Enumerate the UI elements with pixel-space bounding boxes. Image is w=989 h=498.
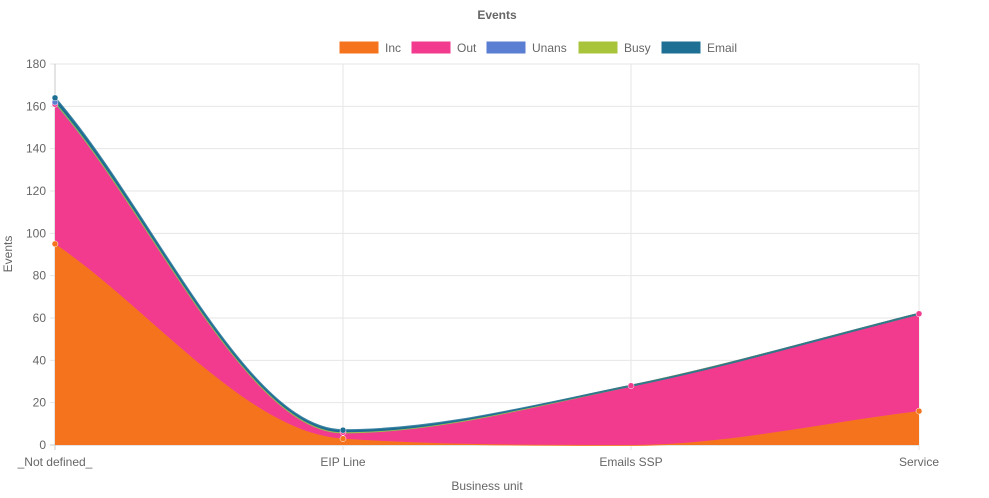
y-tick-label: 160 — [26, 99, 46, 113]
legend-label-email: Email — [707, 41, 737, 55]
legend-swatch-out — [410, 40, 452, 55]
data-point-out — [627, 382, 635, 389]
x-tick-label: Emails SSP — [599, 455, 662, 469]
y-tick-label: 100 — [26, 226, 46, 240]
y-axis-ticks: 0 20 40 60 80 100 120 140 160 180 — [26, 57, 46, 452]
data-point-email — [339, 426, 347, 434]
series-points — [51, 94, 923, 442]
x-axis-ticks: _Not defined_ EIP Line Emails SSP Service — [17, 455, 940, 469]
y-axis-label: Events — [1, 236, 15, 273]
y-tick-label: 180 — [26, 57, 46, 71]
x-tick-label: EIP Line — [320, 455, 365, 469]
legend-swatch-email — [660, 40, 702, 55]
y-tick-label: 40 — [33, 353, 47, 367]
y-tick-label: 0 — [39, 438, 46, 452]
series-area-inc — [55, 243, 919, 445]
legend-label-busy: Busy — [624, 41, 651, 55]
legend-label-out: Out — [457, 41, 477, 55]
y-tick-label: 20 — [33, 396, 47, 410]
y-tick-label: 60 — [33, 311, 47, 325]
legend-label-inc: Inc — [385, 41, 401, 55]
series-area-out — [55, 104, 919, 445]
legend-swatch-inc — [338, 40, 380, 55]
x-tick-label: _Not defined_ — [17, 455, 93, 469]
series-line-email — [54, 97, 920, 432]
data-point-inc — [915, 407, 923, 415]
legend: Inc Out Unans Busy Email — [338, 40, 737, 55]
legend-swatch-busy — [577, 40, 619, 55]
legend-swatch-unans — [485, 40, 527, 55]
x-tick-label: Service — [899, 455, 939, 469]
series-areas — [54, 97, 920, 447]
data-point-email — [51, 94, 59, 102]
y-tick-label: 80 — [33, 269, 47, 283]
data-point-out — [915, 310, 923, 318]
chart-title: Events — [477, 8, 517, 22]
y-tick-label: 120 — [26, 184, 46, 198]
x-axis-label: Business unit — [451, 479, 523, 493]
y-tick-label: 140 — [26, 142, 46, 156]
legend-label-unans: Unans — [532, 41, 567, 55]
data-point-inc — [339, 435, 347, 442]
data-point-inc — [51, 240, 59, 248]
